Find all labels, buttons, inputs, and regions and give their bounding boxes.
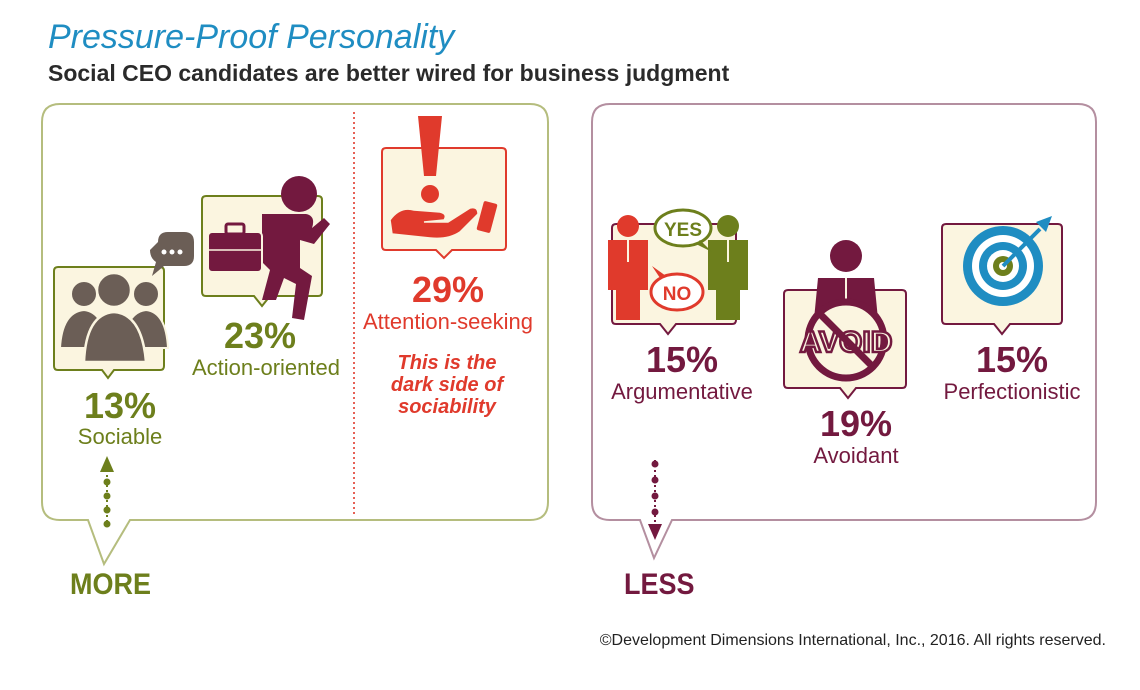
target-icon (941, 216, 1063, 336)
avoidant-percent: 19% (819, 403, 893, 444)
action-oriented-percent: 23% (223, 315, 297, 356)
sociable-percent: 13% (83, 385, 157, 426)
group-chat-icon (53, 232, 194, 380)
avoid-sign-icon: AVOID (783, 240, 907, 400)
more-arrow (100, 456, 114, 528)
less-label: LESS (624, 568, 695, 601)
attention-seeking-percent: 29% (411, 269, 485, 310)
page-title: Pressure-Proof Personality (48, 18, 455, 56)
page-subtitle: Social CEO candidates are better wired f… (48, 60, 730, 86)
running-businessman-icon (201, 176, 330, 320)
yes-no-debate-icon: YES NO (608, 208, 748, 336)
action-oriented-label: Action-oriented (192, 355, 340, 380)
argumentative-percent: 15% (645, 339, 719, 380)
no-label: NO (663, 284, 692, 305)
more-label: MORE (70, 568, 151, 601)
perfectionistic-percent: 15% (975, 339, 1049, 380)
less-arrow (648, 460, 662, 540)
attention-seeking-label: Attention-seeking (363, 309, 533, 334)
dark-side-note: This is the dark side of sociability (390, 352, 504, 418)
sociable-label: Sociable (77, 424, 163, 449)
argumentative-label: Argumentative (611, 379, 753, 404)
exclamation-hand-icon (381, 116, 507, 260)
yes-label: YES (664, 220, 702, 241)
perfectionistic-label: Perfectionistic (943, 379, 1081, 404)
avoidant-label: Avoidant (813, 443, 899, 468)
copyright-notice: ©Development Dimensions International, I… (599, 632, 1106, 649)
